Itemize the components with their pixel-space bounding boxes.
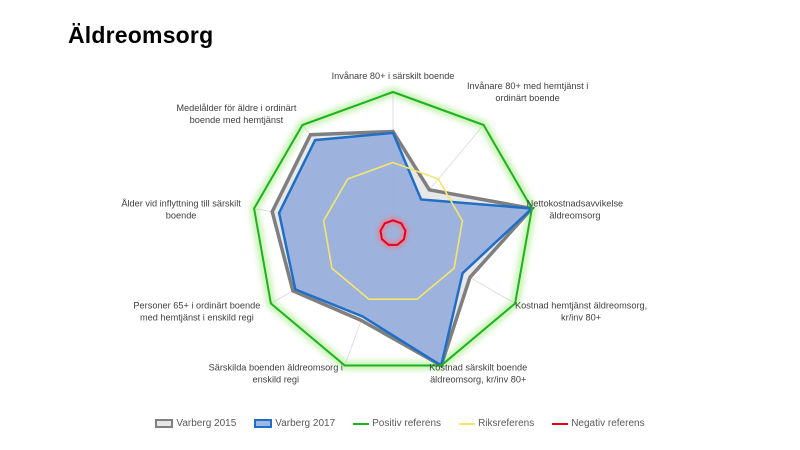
axis-label-line: Särskilda boenden äldreomsorg i xyxy=(209,363,343,373)
legend-label: Negativ referens xyxy=(571,418,645,429)
axis-label-line: boende med hemtjänst xyxy=(190,115,284,125)
axis-label: Invånare 80+ i särskilt boende xyxy=(332,71,455,81)
axis-label: Ålder vid inflyttning till särskilt boend… xyxy=(121,199,241,221)
axis-label: Invånare 80+ med hemtjänst i ordinärt boe… xyxy=(467,81,588,103)
axis-label-line: ordinärt boende xyxy=(495,93,559,103)
legend-label: Riksreferens xyxy=(478,418,535,429)
legend-item: Varberg 2015 xyxy=(155,418,236,429)
legend-item: Varberg 2017 xyxy=(254,418,335,429)
axis-label-line: Medelålder för äldre i ordinärt xyxy=(176,103,296,113)
axis-label-line: boende xyxy=(166,211,197,221)
series-negativ-referens xyxy=(379,219,407,246)
series-varberg-2017 xyxy=(277,131,535,368)
series-riksreferens xyxy=(322,161,464,301)
legend-swatch xyxy=(552,422,569,425)
legend: Varberg 2015 Varberg 2017 Positiv referens… xyxy=(0,418,800,429)
legend-label: Varberg 2015 xyxy=(176,418,237,429)
axis-label: Kostnad hemtjänst äldreomsorg, kr/inv 80+ xyxy=(515,301,647,323)
legend-label: Positiv referens xyxy=(372,418,442,429)
axis-label-line: kr/inv 80+ xyxy=(561,313,601,323)
axis-label-line: Kostnad särskilt boende xyxy=(429,363,527,373)
axis-label: Kostnad särskilt boende äldreomsorg, kr/i… xyxy=(429,363,527,385)
axis-label-line: Nettokostnadsavvikelse xyxy=(527,199,624,209)
legend-item: Negativ referens xyxy=(552,418,645,429)
axis-label-line: Kostnad hemtjänst äldreomsorg, xyxy=(515,301,647,311)
series-positiv-referens xyxy=(253,90,533,367)
axis-label: Nettokostnadsavvikelse äldreomsorg xyxy=(527,199,624,221)
legend-swatch xyxy=(459,422,476,425)
legend-swatch xyxy=(254,419,273,428)
axis-label-line: Personer 65+ i ordinärt boende xyxy=(133,301,260,311)
chart-title: Äldreomsorg xyxy=(68,22,214,48)
legend-item: Positiv referens xyxy=(353,418,441,429)
axis-label-line: äldreomsorg, kr/inv 80+ xyxy=(430,375,526,385)
axis-label-line: Ålder vid inflyttning till särskilt xyxy=(121,199,241,209)
axis-label-line: äldreomsorg xyxy=(549,211,600,221)
axis-label-line: Invånare 80+ med hemtjänst i xyxy=(467,81,588,91)
radar-series xyxy=(249,87,537,370)
axis-labels: Invånare 80+ i särskilt boende Invånare 8… xyxy=(121,71,647,385)
axis-label-line: enskild regi xyxy=(253,375,299,385)
legend-swatch xyxy=(155,419,174,428)
axis-label-line: med hemtjänst i enskild regi xyxy=(140,313,254,323)
axis-label: Personer 65+ i ordinärt boende med hemtjä… xyxy=(133,301,260,323)
legend-label: Varberg 2017 xyxy=(275,418,336,429)
axis-label: Medelålder för äldre i ordinärt boende me… xyxy=(176,103,296,125)
legend-swatch xyxy=(353,422,370,425)
legend-item: Riksreferens xyxy=(459,418,534,429)
axis-label-line: Invånare 80+ i särskilt boende xyxy=(332,71,455,81)
axis-label: Särskilda boenden äldreomsorg i enskild r… xyxy=(209,363,343,385)
